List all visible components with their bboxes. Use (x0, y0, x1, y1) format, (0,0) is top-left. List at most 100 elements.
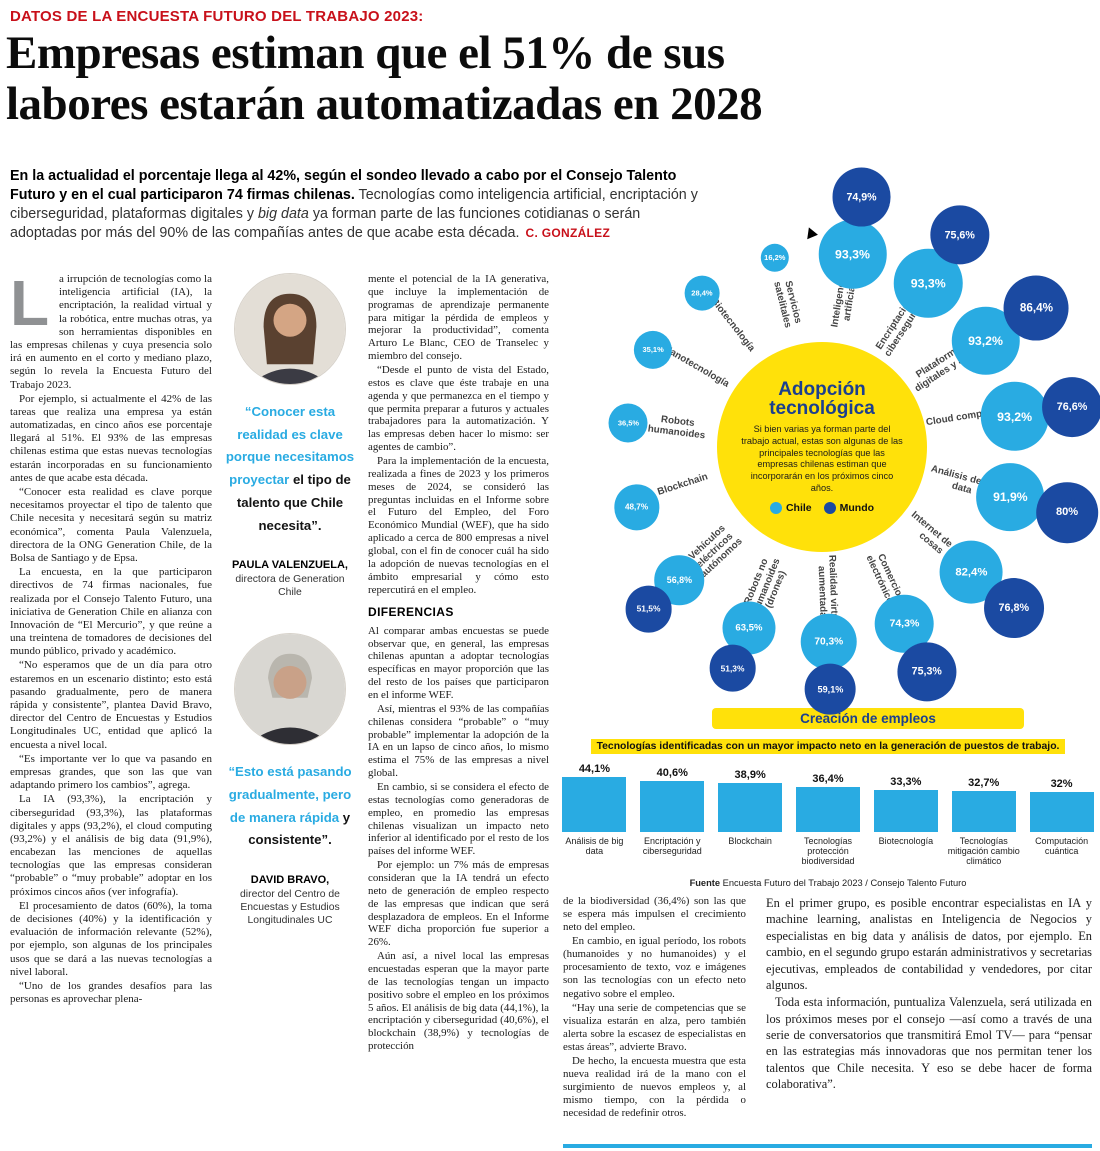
chile-bubble: 91,9% (976, 463, 1045, 532)
source-text: Encuesta Futuro del Trabajo 2023 / Conse… (722, 878, 967, 888)
bar-label: Blockchain (728, 836, 772, 846)
paragraph: Por ejemplo: un 7% más de empresas consi… (368, 859, 549, 949)
legend-item-chile: Chile (769, 502, 812, 515)
paragraph: de la biodiversidad (36,4%) son las que … (563, 895, 746, 934)
chile-legend-dot-icon (769, 502, 782, 515)
paragraph: a irrupción de tecnologías como la intel… (10, 273, 212, 391)
article-column-2: “Conocer esta realidad es clave porque n… (225, 273, 355, 1145)
mundo-bubble: 86,4% (1003, 275, 1069, 341)
paragraph: mente el potencial de la IA generativa, … (368, 273, 549, 363)
mundo-bubble: 51,3% (709, 645, 756, 692)
chart-center-circle: Adopción tecnológica Si bien varias ya f… (717, 342, 927, 552)
paragraph: “Es importante ver lo que va pasando en … (10, 752, 212, 792)
chile-bubble: 16,2% (760, 243, 790, 272)
paragraph: El procesamiento de datos (60%), la toma… (10, 899, 212, 978)
bar-item: 44,1% Análisis de big data (558, 758, 631, 866)
chart-description: Si bien varias ya forman parte del traba… (741, 424, 903, 493)
bar-column: 44,1% (562, 758, 627, 832)
lead-regular-text-2: ya forman parte de las funciones cotidia… (10, 205, 641, 241)
mundo-bubble: 74,9% (832, 167, 891, 227)
paragraph: Al comparar ambas encuestas se puede obs… (368, 624, 549, 701)
paragraph: Toda esta información, puntualiza Valenz… (766, 995, 1092, 1092)
portrait-illustration (235, 634, 345, 745)
bar-item: 32% Computación cuántica (1025, 758, 1098, 866)
bar-value: 40,6% (656, 767, 688, 780)
chile-bubble: 93,3% (818, 220, 887, 289)
bar (640, 781, 705, 832)
bar-value: 38,9% (734, 769, 766, 782)
legend-label-mundo: Mundo (839, 502, 875, 515)
lead-paragraph: En la actualidad el porcentaje llega al … (10, 167, 702, 242)
bar-value: 36,4% (812, 772, 844, 785)
bar-label: Computación cuántica (1035, 836, 1089, 857)
jobs-chart-subtitle-row: Tecnologías identificadas con un mayor i… (556, 736, 1100, 754)
source-label: Fuente (689, 878, 721, 888)
section-heading: DIFERENCIAS (368, 605, 454, 620)
jobs-chart-subtitle: Tecnologías identificadas con un mayor i… (590, 739, 1066, 754)
bar-label: Biotecnología (878, 836, 934, 846)
paragraph: En cambio, si se considera el efecto de … (368, 780, 549, 858)
paragraph: Aún así, a nivel local las empresas encu… (368, 950, 549, 1053)
chart-legend: Chile Mundo (769, 502, 875, 515)
chile-bubble: 28,4% (684, 275, 720, 311)
pullquote-rest: el tipo de talento que Chile necesita”. (236, 472, 351, 533)
bar (718, 783, 783, 832)
pullquote-attribution-david: DAVID BRAVO, director del Centro de Encu… (225, 874, 355, 927)
paragraph: En cambio, en igual período, los robots … (563, 935, 746, 1000)
mundo-bubble: 80% (1036, 481, 1098, 544)
jobs-chart: Creación de empleos Tecnologías identifi… (556, 700, 1100, 888)
bar-column: 33,3% (873, 758, 938, 832)
dropcap: L (10, 273, 50, 339)
chile-bubble: 70,3% (800, 613, 858, 671)
pullquote-attribution-paula: PAULA VALENZUELA, directora de Generatio… (225, 559, 355, 599)
paragraph: “No esperamos que de un día para otro es… (10, 659, 212, 751)
paragraph: “Desde el punto de vista del Estado, est… (368, 364, 549, 454)
mundo-legend-dot-icon (823, 502, 836, 515)
portrait-illustration (235, 274, 345, 384)
bar-value: 32% (1050, 778, 1073, 790)
bar-label: Tecnologías protección biodiversidad (801, 836, 855, 867)
chart-title: Adopción tecnológica (769, 378, 875, 419)
david-bravo-photo (234, 633, 346, 746)
bar-item: 36,4% Tecnologías protección biodiversida… (792, 758, 865, 866)
legend-item-mundo: Mundo (823, 502, 875, 515)
source-line: Fuente Encuesta Futuro del Trabajo 2023 … (556, 878, 1100, 888)
paragraph: Por ejemplo, si actualmente el 42% de la… (10, 392, 212, 484)
bar-column: 38,9% (718, 758, 783, 832)
bar-value: 33,3% (890, 776, 922, 789)
legend-label-chile: Chile (785, 502, 812, 515)
person-name: DAVID BRAVO, (250, 874, 330, 887)
pullquote-highlight: “Conocer esta realidad es clave porque n… (225, 404, 355, 488)
column-3-top: mente el potencial de la IA generativa, … (368, 273, 549, 596)
bar-item: 38,9% Blockchain (714, 758, 787, 866)
bar-label: Encriptación y ciberseguridad (642, 836, 702, 857)
mundo-bubble: 75,3% (897, 642, 957, 702)
bar-item: 33,3% Biotecnología (869, 758, 942, 866)
paragraph: “Hay una serie de competencias que se vi… (563, 1001, 746, 1053)
paragraph: En el primer grupo, es posible encontrar… (766, 896, 1092, 992)
headline: Empresas estiman que el 51% de sus labor… (6, 27, 763, 130)
bar (562, 776, 627, 832)
tech-label: Servicios satelitales (771, 279, 804, 330)
chile-bubble: 36,5% (608, 403, 648, 443)
lead-bold-text: En la actualidad el porcentaje llega al … (10, 168, 677, 203)
paragraph: “Conocer esta realidad es clave porque n… (10, 486, 212, 564)
paula-valenzuela-photo (234, 273, 346, 385)
bar-column: 32% (1029, 758, 1094, 832)
pullquote-rest: y consistente”. (248, 809, 351, 848)
pullquote-david: “Esto está pasando gradualmente, pero de… (225, 761, 355, 852)
bar (873, 790, 938, 832)
bar (796, 786, 860, 832)
bar-chart: 44,1% Análisis de big data 40,6% Encriptaci… (558, 758, 1098, 866)
chile-bubble: 48,7% (613, 484, 660, 530)
bar-column: 40,6% (640, 758, 705, 832)
article-column-3: mente el potencial de la IA generativa, … (368, 273, 549, 1145)
chile-bubble: 35,1% (634, 330, 673, 369)
mundo-bubble: 76,6% (1042, 377, 1100, 438)
kicker: DATOS DE LA ENCUESTA FUTURO DEL TRABAJO … (10, 8, 424, 25)
mundo-bubble: 59,1% (805, 664, 856, 715)
paragraph: La encuesta, en la que participaron dire… (10, 566, 212, 658)
pullquote-paula: “Conocer esta realidad es clave porque n… (225, 401, 355, 537)
paragraph: Para la implementación de la encuesta, r… (368, 455, 549, 596)
